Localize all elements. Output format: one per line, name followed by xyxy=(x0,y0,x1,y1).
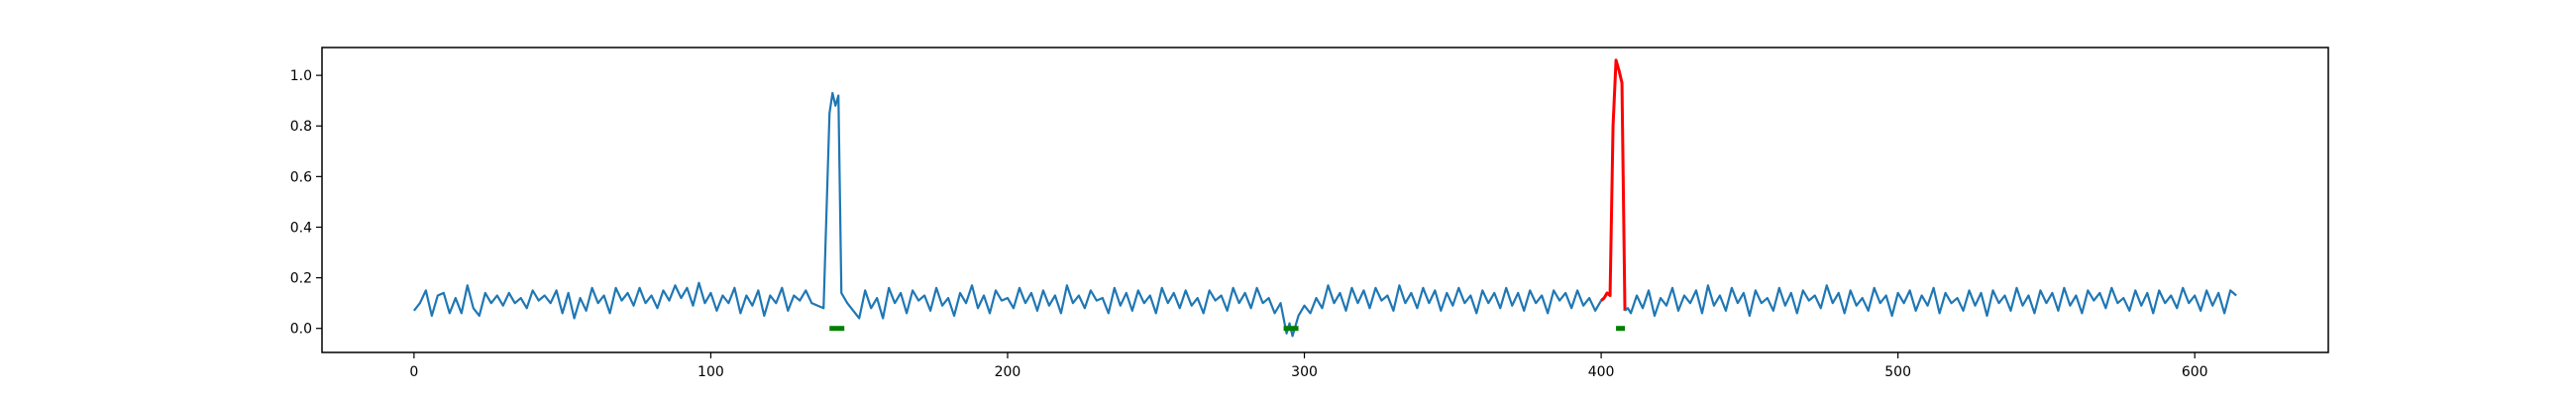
x-tick-label: 300 xyxy=(1291,364,1318,380)
x-tick-label: 600 xyxy=(2182,364,2208,380)
x-tick-label: 100 xyxy=(698,364,724,380)
y-tick-label: 0.8 xyxy=(290,119,312,135)
series-line-2 xyxy=(1624,284,2237,318)
plot-area-background xyxy=(322,48,2328,352)
y-tick-label: 0.6 xyxy=(290,169,312,185)
x-tick-label: 400 xyxy=(1588,364,1615,380)
series-line-0 xyxy=(412,91,1603,338)
y-tick-label: 0.2 xyxy=(290,271,312,287)
x-axis: 0 100 200 300 400 500 600 xyxy=(409,352,2208,380)
y-tick-label: 0.0 xyxy=(290,322,312,338)
series-layer xyxy=(412,58,2237,338)
series-line-1 xyxy=(1600,58,1627,311)
x-tick-label: 500 xyxy=(1884,364,1911,380)
y-tick-label: 0.4 xyxy=(290,220,312,236)
y-axis: 0.0 0.2 0.4 0.6 0.8 1.0 xyxy=(290,68,322,338)
y-tick-label: 1.0 xyxy=(290,68,312,84)
x-tick-label: 200 xyxy=(995,364,1021,380)
axes-frame xyxy=(321,47,2329,353)
x-tick-label: 0 xyxy=(409,364,418,380)
